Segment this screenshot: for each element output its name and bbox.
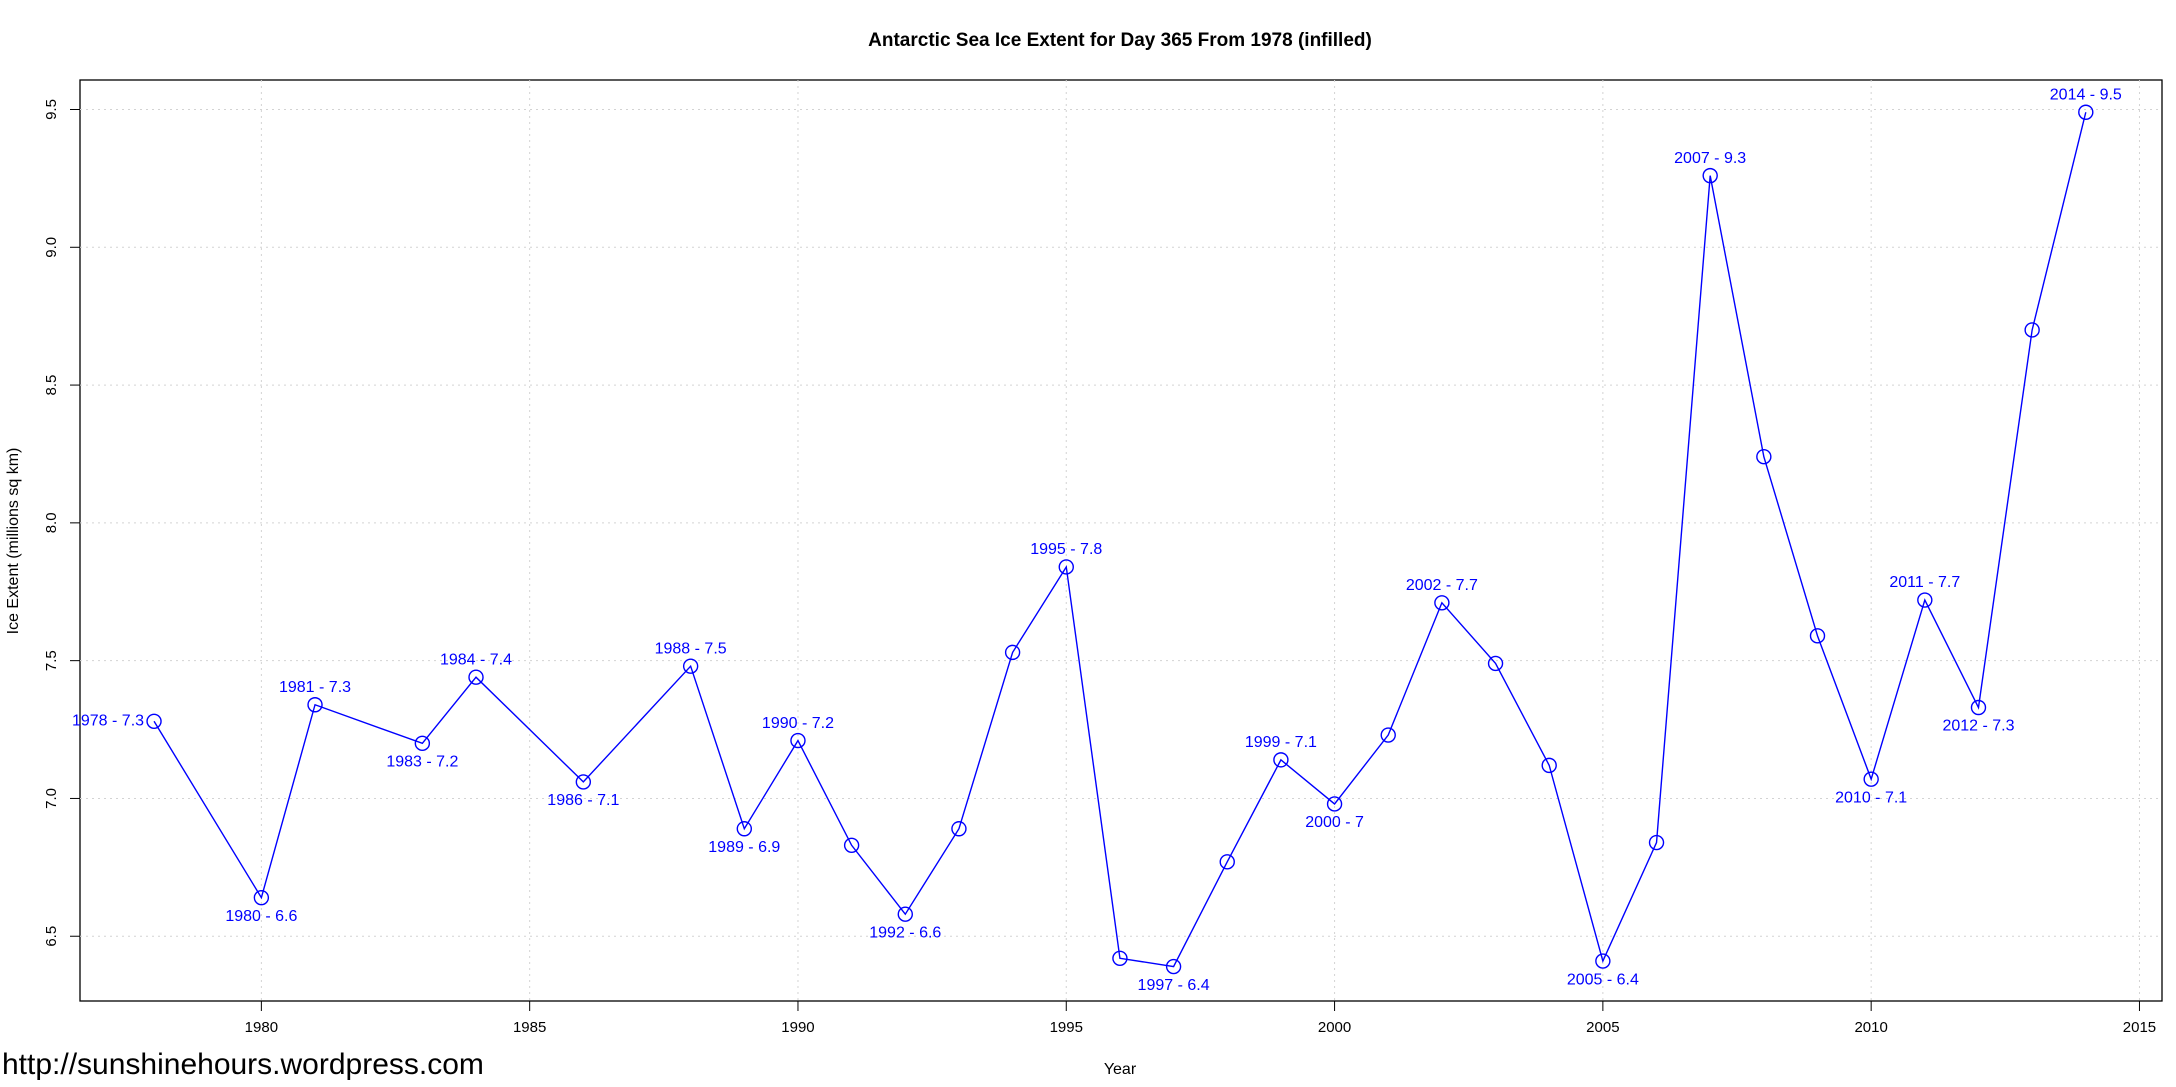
series-line: [153, 112, 2087, 968]
data-label: 2012 - 7.3: [1942, 718, 2014, 735]
point: [1434, 595, 1450, 611]
point: [307, 697, 323, 713]
point: [736, 821, 753, 837]
point: [1058, 559, 1074, 575]
point: [1702, 167, 1718, 184]
x-tick-label: 1995: [1050, 1019, 1083, 1036]
point: [1970, 699, 1987, 716]
y-tick-label: 9.0: [43, 237, 60, 258]
point: [1326, 796, 1343, 812]
x-tick-label: 2010: [1854, 1019, 1887, 1036]
point: [2078, 104, 2094, 120]
point: [1165, 958, 1182, 975]
x-tick-label: 2005: [1586, 1019, 1619, 1036]
chart-title: Antarctic Sea Ice Extent for Day 365 Fro…: [868, 30, 1372, 51]
point: [1595, 953, 1611, 969]
data-label: 2002 - 7.7: [1406, 577, 1478, 594]
point: [2024, 322, 2040, 338]
x-tick-label: 2000: [1318, 1019, 1351, 1036]
point: [682, 658, 699, 674]
y-tick-label: 7.0: [43, 788, 60, 809]
data-label: 2010 - 7.1: [1835, 789, 1907, 806]
data-label: 1995 - 7.8: [1030, 541, 1102, 558]
x-tick-label: 1985: [513, 1019, 546, 1036]
point: [1273, 752, 1289, 768]
data-label: 1984 - 7.4: [440, 651, 512, 668]
point: [575, 774, 592, 790]
point: [897, 906, 913, 922]
point: [253, 889, 270, 906]
point: [1380, 727, 1396, 743]
data-label: 1978 - 7.3: [72, 713, 144, 730]
data-label: 2000 - 7: [1305, 814, 1364, 831]
point: [1648, 834, 1665, 851]
point: [1756, 449, 1772, 465]
x-tick-label: 2015: [2123, 1019, 2156, 1036]
y-tick-label: 8.0: [43, 512, 60, 533]
y-tick-label: 7.5: [43, 650, 60, 671]
point: [414, 735, 431, 752]
point: [1541, 757, 1557, 774]
data-label: 1980 - 6.6: [225, 908, 297, 925]
point: [1112, 950, 1128, 966]
x-tick-label: 1990: [781, 1019, 814, 1036]
y-tick-label: 9.5: [43, 99, 60, 120]
point: [468, 669, 484, 685]
point: [1004, 644, 1021, 661]
point: [146, 713, 162, 729]
y-axis-label: Ice Extent (millions sq km): [5, 448, 22, 635]
point: [1219, 854, 1235, 870]
x-axis-label: Year: [1104, 1061, 1137, 1078]
data-label: 2005 - 6.4: [1567, 971, 1639, 988]
data-label: 1992 - 6.6: [869, 924, 941, 941]
plot-frame: [79, 79, 2163, 1002]
point: [1809, 628, 1826, 644]
data-label: 1981 - 7.3: [279, 679, 351, 696]
data-label: 1999 - 7.1: [1245, 734, 1317, 751]
data-label: 1988 - 7.5: [655, 640, 727, 657]
y-tick-label: 8.5: [43, 375, 60, 396]
watermark: http://sunshinehours.wordpress.com: [2, 1048, 484, 1081]
data-label: 1986 - 7.1: [547, 792, 619, 809]
data-label: 2011 - 7.7: [1889, 574, 1960, 591]
data-label: 2007 - 9.3: [1674, 150, 1746, 167]
data-label: 2014 - 9.5: [2050, 86, 2122, 103]
point: [1863, 771, 1879, 787]
x-tick-label: 1980: [245, 1019, 278, 1036]
data-label: 1983 - 7.2: [386, 754, 458, 771]
point: [951, 821, 967, 837]
point: [790, 732, 806, 749]
data-label: 1989 - 6.9: [708, 839, 780, 856]
data-label: 1990 - 7.2: [762, 715, 834, 732]
y-tick-label: 6.5: [43, 926, 60, 947]
data-label: 1997 - 6.4: [1138, 977, 1210, 994]
point: [1917, 592, 1933, 608]
point: [843, 837, 860, 853]
point: [1487, 655, 1504, 672]
